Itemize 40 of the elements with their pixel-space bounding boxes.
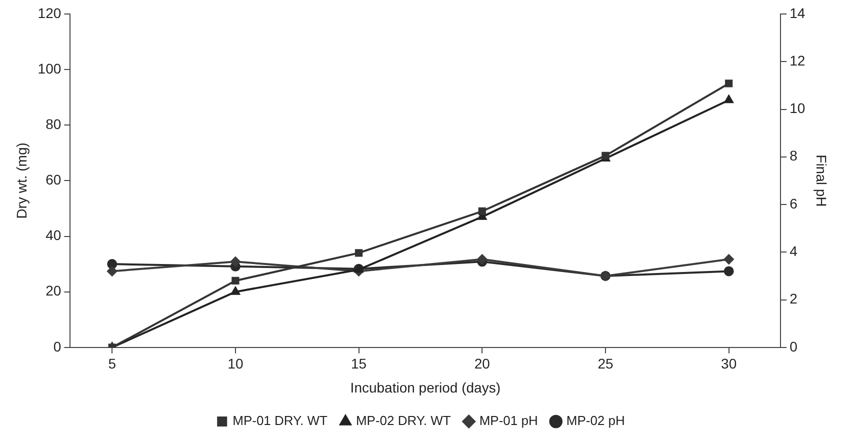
y-tick-label: 20 xyxy=(46,282,62,299)
x-tick-label: 20 xyxy=(474,356,490,372)
y-tick-label: 80 xyxy=(46,116,62,132)
x-tick-label: 10 xyxy=(228,356,244,372)
x-tick-label: 5 xyxy=(108,356,116,372)
legend-label: MP-02 DRY. WT xyxy=(356,413,451,428)
y-tick-label: 120 xyxy=(38,4,62,21)
legend-label: MP-01 pH xyxy=(479,413,538,428)
point xyxy=(232,276,240,285)
legend-label: MP-01 DRY. WT xyxy=(232,413,328,428)
y-tick-label: 100 xyxy=(38,60,62,76)
point xyxy=(230,256,240,267)
point xyxy=(724,266,734,276)
point xyxy=(724,254,734,264)
y2-tick-label: 4 xyxy=(790,243,798,259)
y2-tick-label: 6 xyxy=(790,195,798,212)
point xyxy=(230,286,240,295)
y2-tick-label: 10 xyxy=(790,100,806,116)
x-tick-label: 25 xyxy=(598,356,614,372)
y2-tick-label: 2 xyxy=(790,290,798,307)
x-tick-label: 15 xyxy=(350,356,367,372)
point xyxy=(477,254,488,264)
x-tick-label: 30 xyxy=(721,356,737,372)
y2-tick-label: 8 xyxy=(790,148,798,164)
y2-tick-label: 12 xyxy=(790,52,806,68)
y-tick-label: 60 xyxy=(46,172,62,188)
point xyxy=(354,249,363,257)
y2-tick-label: 0 xyxy=(790,338,798,354)
y-axis-title: Dry wt. (mg) xyxy=(13,142,30,219)
point xyxy=(107,259,118,270)
y2-tick-label: 14 xyxy=(790,4,806,21)
y-tick-label: 0 xyxy=(53,338,62,354)
y2-axis-title: Final pH xyxy=(814,154,830,207)
point xyxy=(478,207,486,216)
point xyxy=(724,95,734,104)
x-axis-title: Incubation period (days) xyxy=(350,379,500,396)
point xyxy=(107,266,118,276)
y-tick-label: 40 xyxy=(46,227,62,244)
point xyxy=(724,80,733,88)
legend-label: MP-02 pH xyxy=(566,413,625,428)
